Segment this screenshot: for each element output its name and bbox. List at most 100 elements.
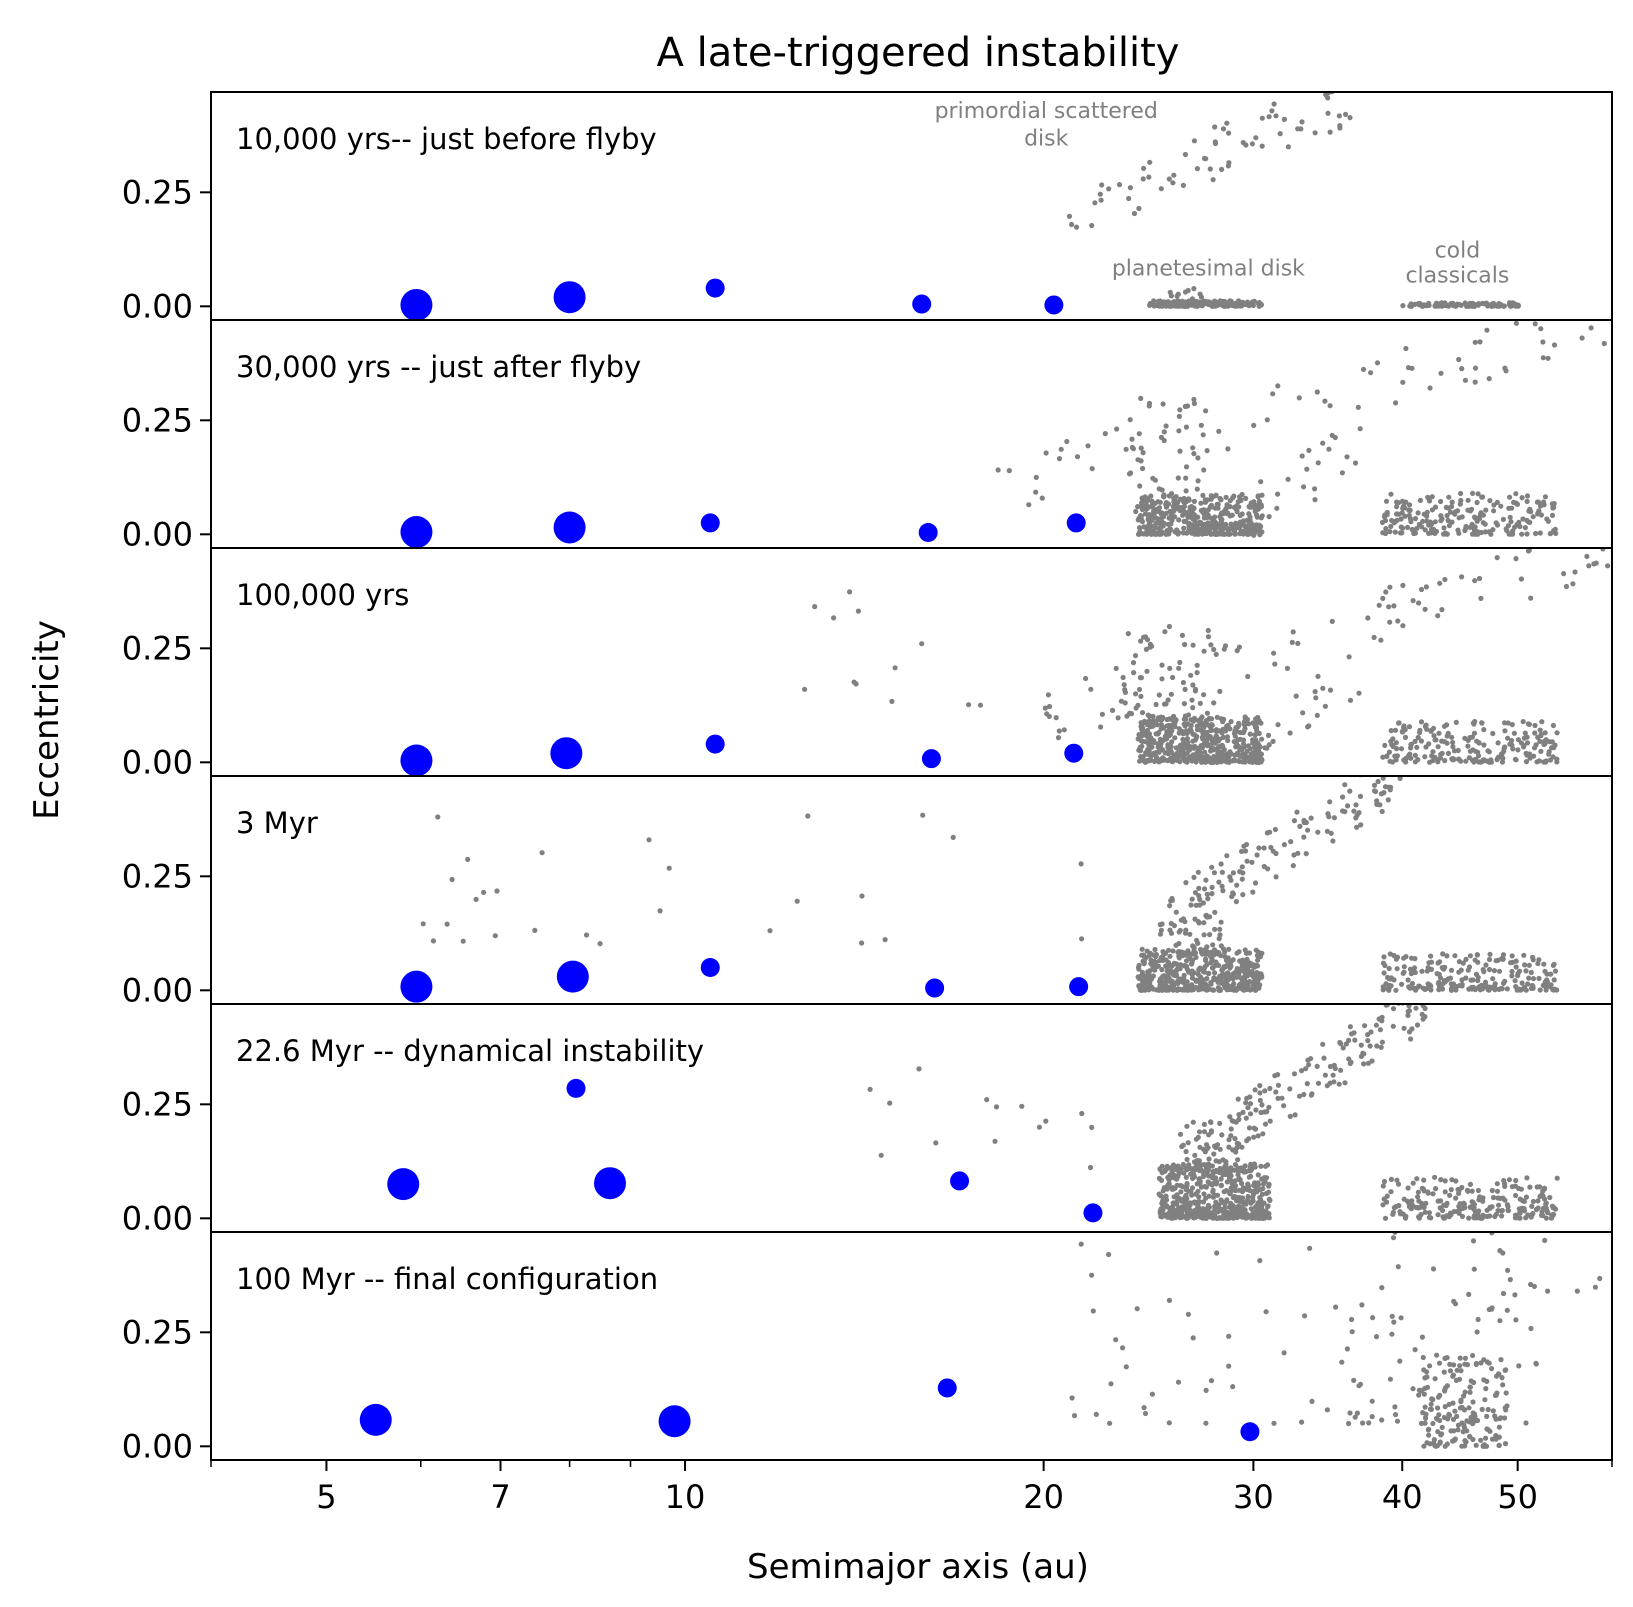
particle-point [1422, 1209, 1428, 1215]
particle-point [1184, 741, 1190, 747]
particle-point [1357, 426, 1363, 432]
particle-point [1437, 959, 1443, 965]
planet-marker [1064, 743, 1084, 763]
planet-marker [1066, 513, 1086, 533]
particle-point [1166, 733, 1172, 739]
particle-point [1512, 1292, 1518, 1298]
particle-point [1143, 646, 1149, 653]
particle-point [859, 893, 865, 899]
particle-point [1431, 733, 1437, 739]
particle-point [1528, 969, 1534, 976]
particle-point [1390, 743, 1396, 750]
particle-point [1437, 975, 1444, 981]
particle-point [1450, 757, 1456, 763]
particle-point [1170, 717, 1176, 724]
particle-point [1420, 1016, 1426, 1022]
particle-point [1455, 1427, 1461, 1433]
particle-point [1206, 1193, 1212, 1199]
particle-point [1235, 1157, 1241, 1163]
particle-point [1333, 78, 1338, 83]
particle-point [1156, 958, 1163, 964]
particle-point [1328, 830, 1334, 836]
particle-point [1189, 982, 1195, 988]
particle-point [1513, 1177, 1519, 1184]
particle-point [1383, 526, 1389, 532]
particle-point [1193, 299, 1199, 305]
particle-point [1336, 1081, 1342, 1087]
particle-point [1201, 920, 1207, 926]
particle-point [1248, 1173, 1254, 1179]
particle-point [1513, 491, 1519, 497]
particle-point [1392, 753, 1398, 759]
particle-point [1409, 1198, 1415, 1204]
y-tick-label: 0.00 [122, 971, 193, 1009]
particle-point [1165, 1182, 1171, 1188]
particle-point [1285, 476, 1291, 482]
particle-point [1209, 884, 1215, 891]
particle-point [1479, 720, 1485, 726]
particle-point [1586, 563, 1592, 569]
particle-point [1538, 733, 1544, 739]
particle-point [1245, 1181, 1251, 1187]
particle-point [1252, 1126, 1259, 1132]
particle-point [1341, 83, 1346, 88]
particle-point [1390, 1023, 1396, 1029]
particle-point [1131, 670, 1137, 676]
particle-point [1239, 962, 1245, 968]
annotation-label: primordial scattered [935, 99, 1158, 124]
particle-point [1412, 752, 1418, 759]
particle-point [1455, 756, 1461, 762]
particle-point [1123, 446, 1129, 452]
particle-point [1299, 1068, 1305, 1074]
particle-point [1196, 1158, 1202, 1164]
particle-point [1169, 895, 1175, 902]
annotation-label: classicals [1405, 263, 1509, 288]
particle-point [1395, 618, 1401, 624]
particle-point [1467, 953, 1473, 959]
particle-point [1421, 1443, 1427, 1449]
particle-point [1212, 124, 1218, 130]
particle-point [1193, 527, 1200, 533]
particle-point [1459, 1443, 1465, 1449]
particle-point [1182, 713, 1188, 719]
particle-point [1281, 116, 1287, 122]
particle-point [1307, 1245, 1313, 1251]
particle-point [1395, 1181, 1402, 1187]
particle-point [1159, 722, 1165, 728]
particle-point [1530, 514, 1536, 520]
panel-plot-area [400, 548, 1611, 776]
particle-point [1164, 1211, 1170, 1217]
particle-point [1217, 987, 1223, 993]
particle-point [1281, 842, 1287, 848]
panel-label: 100,000 yrs [236, 578, 409, 612]
particle-point [1456, 1187, 1462, 1193]
particle-point [1545, 518, 1551, 524]
particle-point [1196, 885, 1202, 891]
particle-point [1345, 803, 1351, 809]
particle-point [1468, 1204, 1474, 1210]
particle-point [1231, 1193, 1237, 1200]
panel-plot-area [387, 1004, 1560, 1223]
particle-point [1188, 902, 1194, 908]
particle-point [1166, 531, 1172, 537]
particle-point [1191, 498, 1197, 504]
particle-point [1164, 1203, 1170, 1209]
particle-point [984, 1097, 990, 1103]
particle-point [1192, 303, 1198, 309]
particle-point [444, 921, 450, 927]
particle-point [1327, 129, 1333, 135]
particle-point [1340, 794, 1346, 800]
particle-point [1541, 961, 1547, 967]
particle-point [1491, 502, 1497, 508]
panels-group: 10,000 yrs-- just before flyby0.000.25pr… [122, 78, 1613, 1465]
particle-point [1190, 705, 1196, 711]
particle-point [1200, 900, 1206, 906]
particle-point [1379, 808, 1385, 815]
particle-point [1256, 949, 1262, 955]
particle-point [1190, 718, 1197, 724]
particle-point [1157, 298, 1163, 304]
particle-point [1439, 1207, 1446, 1214]
particle-point [1085, 443, 1091, 449]
particle-point [1235, 1096, 1241, 1102]
